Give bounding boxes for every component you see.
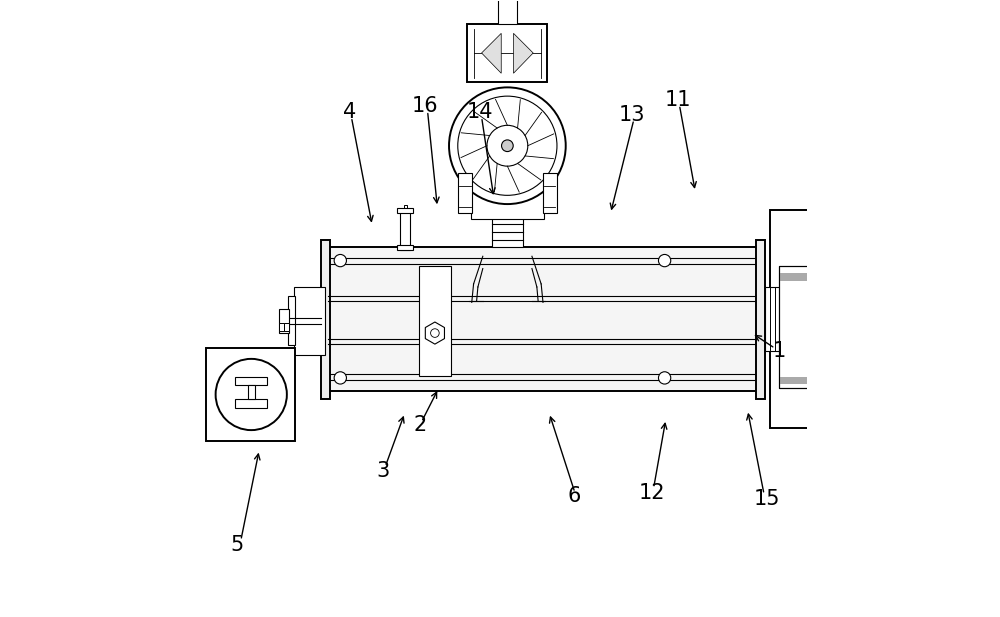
Bar [321, 240, 330, 399]
Circle shape [458, 96, 557, 196]
Text: 14: 14 [467, 102, 494, 122]
Bar [756, 240, 765, 399]
Bar [419, 265, 451, 376]
Bar [467, 24, 547, 83]
Text: 3: 3 [377, 462, 390, 481]
Polygon shape [514, 33, 533, 73]
Text: 15: 15 [754, 489, 780, 509]
Bar [779, 265, 818, 388]
Circle shape [658, 372, 671, 384]
Bar [235, 399, 267, 408]
Bar [780, 273, 817, 281]
Bar [328, 247, 758, 391]
Bar [206, 349, 295, 441]
Circle shape [487, 125, 528, 166]
Bar [770, 210, 829, 428]
Bar [780, 377, 817, 384]
Polygon shape [425, 322, 444, 344]
Bar [279, 308, 289, 333]
Bar [284, 323, 289, 331]
Text: 12: 12 [639, 482, 666, 503]
Bar [397, 245, 413, 250]
Bar [400, 210, 410, 250]
Text: 16: 16 [412, 96, 438, 116]
Text: 5: 5 [230, 535, 244, 555]
Polygon shape [482, 33, 501, 73]
Bar [492, 217, 523, 247]
Text: 4: 4 [343, 102, 356, 122]
Bar [471, 167, 544, 220]
Bar [235, 377, 267, 385]
Circle shape [431, 329, 439, 337]
Bar [288, 296, 295, 346]
Bar [458, 173, 472, 213]
Circle shape [334, 372, 346, 384]
Bar [404, 205, 407, 212]
Bar [779, 265, 818, 388]
Bar [248, 385, 255, 399]
Text: 11: 11 [665, 89, 691, 110]
Bar [765, 287, 790, 352]
Text: 13: 13 [619, 105, 645, 125]
Text: 1: 1 [773, 341, 786, 362]
Bar [279, 323, 284, 331]
Text: 6: 6 [567, 486, 580, 506]
Text: 2: 2 [414, 415, 427, 435]
Circle shape [216, 359, 287, 430]
Circle shape [334, 254, 346, 267]
Circle shape [502, 140, 513, 152]
Bar [294, 287, 325, 355]
Circle shape [449, 88, 566, 204]
Bar [543, 173, 557, 213]
Bar [498, 0, 517, 24]
Circle shape [658, 254, 671, 267]
Bar [397, 208, 413, 213]
Bar [790, 305, 797, 344]
